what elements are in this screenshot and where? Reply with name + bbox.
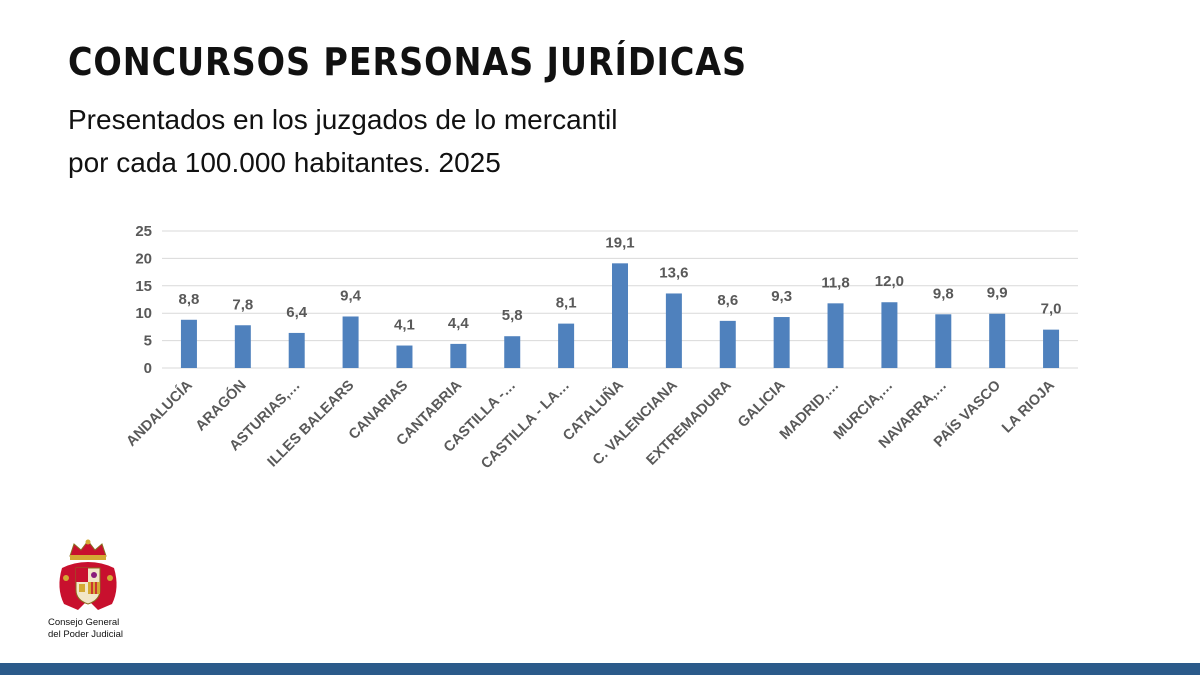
x-tick-label: GALICIA bbox=[735, 377, 789, 431]
data-label: 19,1 bbox=[605, 234, 634, 251]
cgpj-coat-of-arms-logo bbox=[59, 539, 117, 610]
data-label: 6,4 bbox=[286, 304, 308, 321]
logo-caption: Consejo General del Poder Judicial bbox=[48, 617, 123, 641]
data-label: 8,6 bbox=[717, 292, 738, 309]
logo-caption-line-1: Consejo General bbox=[48, 617, 120, 628]
y-tick-label: 20 bbox=[135, 250, 152, 267]
bar bbox=[1043, 329, 1060, 368]
bar bbox=[558, 323, 575, 368]
data-label: 4,1 bbox=[394, 317, 415, 334]
data-label: 7,0 bbox=[1041, 301, 1062, 318]
bar bbox=[881, 302, 898, 368]
bar bbox=[935, 314, 952, 368]
y-tick-label: 15 bbox=[135, 278, 152, 295]
logo-caption-line-2: del Poder Judicial bbox=[48, 629, 123, 640]
y-tick-label: 0 bbox=[144, 360, 152, 377]
data-label: 9,8 bbox=[933, 285, 954, 302]
bar bbox=[773, 317, 790, 368]
data-label: 8,1 bbox=[556, 295, 577, 312]
data-label: 8,8 bbox=[179, 291, 200, 308]
bar bbox=[612, 263, 628, 368]
bar bbox=[342, 316, 359, 368]
bar bbox=[288, 332, 305, 368]
bar bbox=[504, 336, 521, 368]
chart-subtitle: Presentados en los juzgados de lo mercan… bbox=[68, 98, 617, 184]
bar bbox=[450, 343, 467, 368]
bar bbox=[989, 313, 1006, 368]
data-label: 9,4 bbox=[340, 287, 362, 304]
chart-title: CONCURSOS PERSONAS JURÍDICAS bbox=[68, 40, 747, 84]
data-label: 4,4 bbox=[448, 315, 470, 332]
x-tick-label: ANDALUCÍA bbox=[123, 376, 196, 449]
data-label: 7,8 bbox=[232, 296, 253, 313]
y-tick-label: 5 bbox=[144, 333, 152, 350]
bottom-bar bbox=[0, 663, 1200, 675]
data-label: 5,8 bbox=[502, 307, 523, 324]
y-tick-label: 25 bbox=[135, 223, 152, 240]
bar bbox=[396, 345, 413, 368]
data-label: 12,0 bbox=[875, 273, 904, 290]
subtitle-line-1: Presentados en los juzgados de lo mercan… bbox=[68, 104, 618, 135]
chart-panel bbox=[110, 200, 1100, 505]
data-label: 13,6 bbox=[659, 264, 688, 281]
x-tick-label: LA RIOJA bbox=[999, 377, 1058, 436]
x-tick-label: ARAGÓN bbox=[191, 376, 249, 434]
data-label: 11,8 bbox=[821, 274, 849, 291]
bar bbox=[827, 303, 844, 368]
bar bbox=[234, 325, 251, 368]
bar bbox=[180, 319, 197, 368]
bar-chart: 05101520258,8ANDALUCÍA7,8ARAGÓN6,4ASTURI… bbox=[123, 223, 1078, 472]
bar bbox=[719, 320, 736, 368]
y-tick-label: 10 bbox=[135, 305, 152, 322]
data-label: 9,9 bbox=[987, 285, 1008, 302]
subtitle-line-2: por cada 100.000 habitantes. 2025 bbox=[68, 147, 501, 178]
bar bbox=[665, 293, 682, 368]
data-label: 9,3 bbox=[771, 288, 792, 305]
